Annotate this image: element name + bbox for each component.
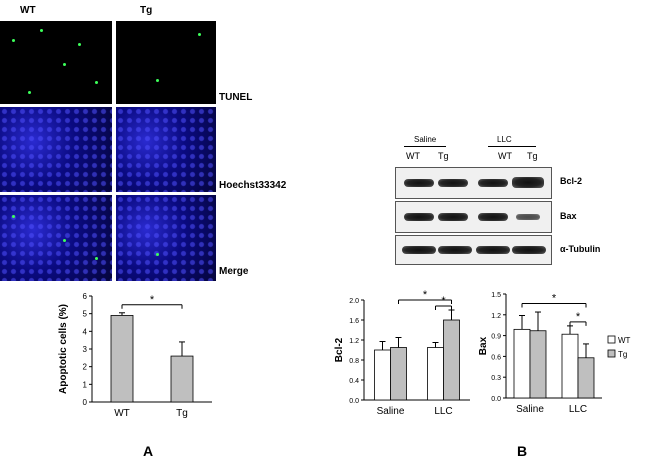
micrograph-hoechst-tg — [116, 107, 216, 192]
bar — [561, 333, 579, 399]
lane-label-3: WT — [498, 151, 512, 161]
y-tick-label: 1.6 — [349, 318, 359, 325]
x-tick-label: LLC — [434, 406, 452, 417]
blot-label-tubulin: α-Tubulin — [560, 244, 601, 254]
bar — [513, 328, 531, 399]
y-tick-label: 0.3 — [491, 375, 501, 382]
y-tick-label: 6 — [83, 292, 88, 301]
lane-label-2: Tg — [438, 151, 449, 161]
blot-label-bcl2: Bcl-2 — [560, 176, 583, 186]
y-tick-label: 0.6 — [491, 354, 501, 361]
y-tick-label: 1 — [83, 380, 88, 389]
group-line-saline — [404, 146, 446, 147]
bar — [374, 349, 391, 401]
y-tick-label: 0.8 — [349, 358, 359, 365]
significance-star: * — [552, 292, 557, 304]
x-tick-label: Saline — [516, 404, 544, 415]
bar — [443, 319, 460, 401]
col-label-wt: WT — [20, 5, 36, 16]
legend-swatch — [607, 349, 616, 358]
significance-star: * — [441, 295, 446, 307]
y-tick-label: 2 — [83, 363, 88, 372]
legend-label: Tg — [618, 350, 627, 359]
y-axis-label: Bax — [478, 336, 489, 355]
row-label-tunel: TUNEL — [219, 92, 253, 103]
y-axis-label: Bcl-2 — [334, 337, 345, 362]
x-tick-label: LLC — [569, 404, 587, 415]
y-tick-label: 0.9 — [491, 334, 501, 341]
col-label-tg: Tg — [140, 5, 153, 16]
micrograph-tunel-tg — [116, 21, 216, 104]
chart-bcl2: 0.0 0.4 0.8 1.2 1.6 2.0 Bcl-2 Saline LLC * * — [334, 289, 470, 417]
panel-letter-a: A — [143, 443, 154, 459]
y-tick-label: 3 — [83, 345, 88, 354]
significance-star: * — [423, 289, 428, 301]
y-tick-label: 0.0 — [349, 398, 359, 405]
y-tick-label: 0.0 — [491, 396, 501, 403]
micrograph-hoechst-wt — [0, 107, 112, 192]
chart-apoptotic-cells: 0 1 2 3 4 5 6 Apoptotic cells (%) WT Tg * — [58, 292, 212, 419]
y-tick-label: 5 — [83, 310, 88, 319]
blot-label-bax: Bax — [560, 211, 577, 221]
panel-letter-b: B — [517, 443, 528, 459]
legend: WT Tg — [607, 335, 631, 359]
bar — [170, 355, 194, 403]
significance-star: * — [576, 311, 581, 323]
y-tick-label: 1.2 — [349, 338, 359, 345]
bar — [529, 330, 547, 399]
blot-bcl2 — [395, 167, 552, 199]
blot-tubulin — [395, 235, 552, 265]
group-label-saline: Saline — [414, 135, 437, 144]
y-tick-label: 4 — [83, 327, 88, 336]
micrograph-merge-wt — [0, 195, 112, 281]
group-label-llc: LLC — [497, 135, 512, 144]
group-line-llc — [488, 146, 536, 147]
y-tick-label: 0 — [83, 398, 88, 407]
lane-label-1: WT — [406, 151, 420, 161]
y-tick-label: 2.0 — [349, 298, 359, 305]
row-label-hoechst: Hoechst33342 — [219, 180, 287, 191]
chart-bax: 0.0 0.3 0.6 0.9 1.2 1.5 Bax Saline LLC * * WT Tg — [478, 292, 631, 415]
significance-star: * — [150, 294, 155, 306]
legend-swatch — [607, 335, 616, 344]
x-tick-label: WT — [114, 408, 130, 419]
micrograph-tunel-wt — [0, 21, 112, 104]
bar — [390, 347, 407, 401]
legend-label: WT — [618, 336, 631, 345]
y-tick-label: 1.5 — [491, 292, 501, 299]
micrograph-merge-tg — [116, 195, 216, 281]
x-tick-label: Saline — [377, 406, 405, 417]
x-tick-label: Tg — [176, 408, 188, 419]
y-tick-label: 0.4 — [349, 378, 359, 385]
bar — [110, 315, 134, 403]
blot-bax — [395, 201, 552, 233]
lane-label-4: Tg — [527, 151, 538, 161]
row-label-merge: Merge — [219, 266, 249, 277]
y-axis-label: Apoptotic cells (%) — [58, 304, 69, 394]
bar — [427, 347, 444, 401]
y-tick-label: 1.2 — [491, 313, 501, 320]
bar — [577, 357, 595, 399]
